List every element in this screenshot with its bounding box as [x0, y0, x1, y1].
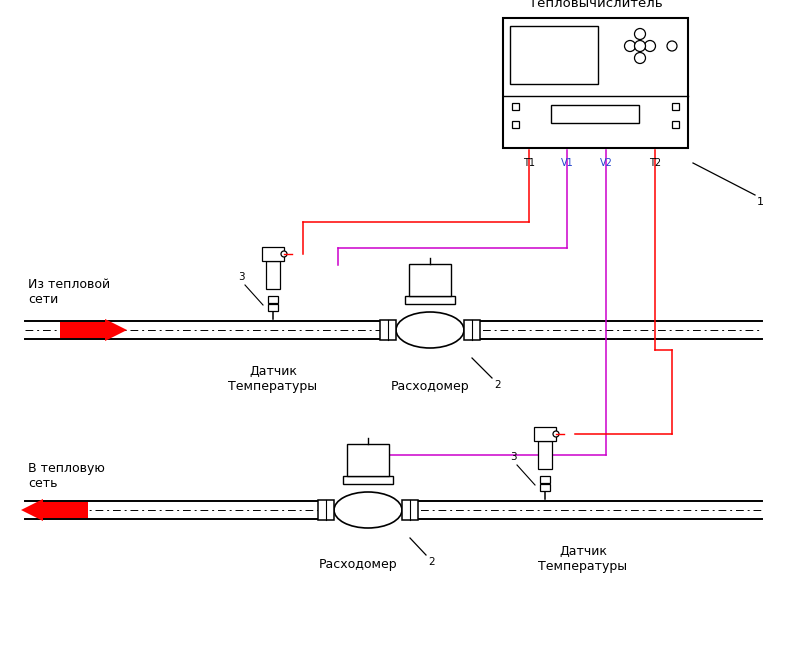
- Bar: [538, 441, 552, 469]
- Bar: [540, 476, 550, 483]
- Bar: [402, 500, 418, 520]
- Text: V1: V1: [561, 158, 574, 168]
- Circle shape: [553, 431, 559, 437]
- Bar: [268, 296, 278, 303]
- Text: Расходомер: Расходомер: [319, 558, 398, 571]
- Circle shape: [625, 40, 635, 51]
- Bar: [343, 476, 393, 484]
- Bar: [268, 304, 278, 311]
- Bar: [512, 121, 519, 128]
- Circle shape: [667, 41, 677, 51]
- Circle shape: [645, 40, 656, 51]
- FancyArrow shape: [21, 499, 88, 521]
- Bar: [672, 103, 679, 110]
- Text: 3: 3: [510, 452, 516, 462]
- Text: 2: 2: [494, 380, 501, 390]
- Text: T2: T2: [649, 158, 661, 168]
- Circle shape: [281, 251, 287, 257]
- FancyArrow shape: [60, 319, 127, 341]
- Bar: [540, 484, 550, 491]
- Bar: [672, 121, 679, 128]
- Ellipse shape: [334, 492, 402, 528]
- Text: В тепловую
сеть: В тепловую сеть: [28, 462, 105, 490]
- Text: Из тепловой
сети: Из тепловой сети: [28, 278, 110, 306]
- Text: V2: V2: [600, 158, 612, 168]
- Bar: [405, 296, 455, 304]
- Text: Датчик
Температуры: Датчик Температуры: [538, 545, 627, 573]
- Bar: [534, 427, 556, 441]
- Circle shape: [634, 29, 645, 40]
- Circle shape: [634, 40, 645, 51]
- Bar: [503, 18, 688, 148]
- Text: 1: 1: [757, 197, 764, 207]
- Text: 2: 2: [428, 557, 435, 567]
- Bar: [380, 320, 396, 340]
- Bar: [347, 444, 389, 476]
- Bar: [262, 247, 284, 261]
- Ellipse shape: [396, 312, 464, 348]
- Bar: [551, 105, 639, 123]
- Bar: [266, 261, 280, 289]
- Text: T1: T1: [523, 158, 535, 168]
- Text: 3: 3: [237, 272, 245, 282]
- Bar: [512, 103, 519, 110]
- Bar: [464, 320, 480, 340]
- Bar: [510, 26, 598, 84]
- Text: Датчик
Температуры: Датчик Температуры: [229, 365, 317, 393]
- Circle shape: [634, 52, 645, 64]
- Text: Тепловычислитель: Тепловычислитель: [529, 0, 662, 10]
- Text: Расходомер: Расходомер: [391, 380, 469, 393]
- Bar: [318, 500, 334, 520]
- Bar: [409, 264, 451, 296]
